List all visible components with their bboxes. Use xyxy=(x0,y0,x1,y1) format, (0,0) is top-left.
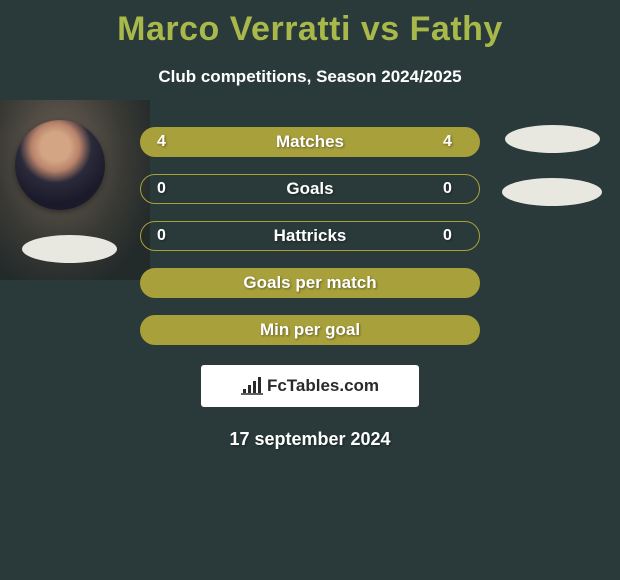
date-label: 17 september 2024 xyxy=(0,429,620,450)
stat-row-hattricks: 0 Hattricks 0 xyxy=(140,221,480,251)
comparison-title: Marco Verratti vs Fathy xyxy=(0,10,620,49)
player-left-avatar xyxy=(15,120,105,210)
stat-left-value: 4 xyxy=(157,133,177,151)
stat-row-goals: 0 Goals 0 xyxy=(140,174,480,204)
stat-row-goals-per-match: Goals per match xyxy=(140,268,480,298)
stat-label: Hattricks xyxy=(177,226,443,246)
stat-row-min-per-goal: Min per goal xyxy=(140,315,480,345)
branding-text: FcTables.com xyxy=(267,376,379,396)
decorative-oval xyxy=(505,125,600,153)
stat-left-value: 0 xyxy=(157,227,177,245)
stat-left-value: 0 xyxy=(157,180,177,198)
decorative-oval xyxy=(22,235,117,263)
stat-right-value: 4 xyxy=(443,133,463,151)
branding-badge: FcTables.com xyxy=(201,365,419,407)
competition-subtitle: Club competitions, Season 2024/2025 xyxy=(0,67,620,87)
stat-row-matches: 4 Matches 4 xyxy=(140,127,480,157)
stat-label: Goals per match xyxy=(177,273,443,293)
stat-label: Matches xyxy=(177,132,443,152)
stat-label: Min per goal xyxy=(177,320,443,340)
stat-label: Goals xyxy=(177,179,443,199)
stat-right-value: 0 xyxy=(443,227,463,245)
stat-right-value: 0 xyxy=(443,180,463,198)
decorative-oval xyxy=(502,178,602,206)
bar-chart-icon xyxy=(241,377,263,395)
